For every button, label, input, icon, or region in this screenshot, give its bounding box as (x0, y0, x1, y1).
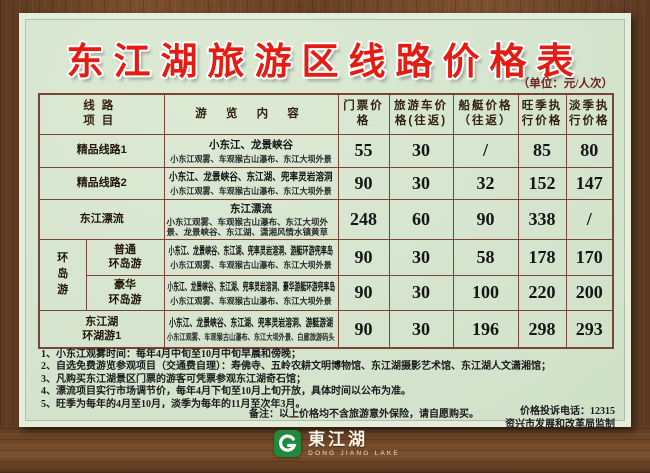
table-row-island-normal: 环岛游 普通 环岛游 小东江、龙景峡谷、东江湖、兜率灵岩溶洞、游艇环游兜率岛 小… (38, 238, 614, 311)
footnote-4: 4、漂流项目实行市场调节价，每年4月下旬至10月上旬开放，具体时间以公布为准。 (41, 386, 411, 398)
tour-content-cell: 东江漂流 小东江观雾、车观猴古山瀑布、东江大坝外景、龙景峡谷、东江湖、潇湘风情水… (163, 198, 339, 240)
peak-price-cell: 298 (517, 309, 567, 349)
ticket-price-cell: 55 (337, 133, 390, 168)
contact-block: 价格投诉电话：12315 资兴市发展和改革局监制 (505, 405, 615, 431)
tour-content-cell: 小东江、龙景峡谷、东江湖、兜率灵岩溶洞、豪华游艇环游兜率岛 小东江观雾、车观猴古… (163, 274, 339, 311)
logo-name-en: DONG JIANG LAKE (308, 449, 400, 457)
column-header-offseason: 淡季执行价格 (565, 93, 614, 135)
peak-price-cell: 178 (517, 238, 567, 276)
boat-price-cell: 90 (452, 198, 519, 240)
boat-price-cell: 100 (452, 274, 519, 311)
remark-text: 备注：以上价格均不含旅游意外保险，请自愿购买。 (249, 409, 479, 420)
peak-price-cell: 85 (517, 133, 567, 168)
offseason-price-cell: 80 (565, 133, 614, 168)
ticket-price-cell: 90 (337, 166, 390, 200)
content-main: 小东江、龙景峡谷、东江湖、兜率灵岩溶洞、豪华游艇环游兜率岛 (167, 280, 335, 293)
offseason-price-cell: 170 (565, 238, 614, 276)
content-sub: 小东江观雾、车观猴古山瀑布、东江大坝外景 (170, 295, 332, 306)
footnote-2: 2、自选免费游览参观项目（交通费自理）：寿佛寺、五岭农耕文明博物馆、东江湖摄影艺… (41, 361, 551, 373)
footnote-1: 1、小东江观雾时间：每年4月中旬至10月中旬早晨和傍晚； (41, 349, 301, 360)
content-sub: 小东江观雾、车观猴古山瀑布、东江大坝外景 (170, 186, 332, 196)
logo-text-block: 東江湖 DONG JIANG LAKE (308, 431, 400, 457)
supervisor-text: 资兴市发展和改革局监制 (505, 419, 615, 430)
bottom-info-row: 备注：以上价格均不含旅游意外保险，请自愿购买。 价格投诉电话：12315 资兴市… (249, 405, 615, 431)
unit-note: （单位：元/人次） (517, 78, 613, 90)
column-header-content: 游 览 内 容 (163, 93, 339, 135)
offseason-price-cell: 293 (565, 309, 614, 349)
offseason-price-cell: 200 (565, 274, 614, 311)
route-label: 精品线路2 (38, 166, 165, 200)
table-row-route2: 精品线路2 小东江、龙景峡谷、东江湖、兜率灵岩溶洞 小东江观雾、车观猴古山瀑布、… (38, 166, 614, 200)
peak-price-cell: 220 (517, 274, 567, 311)
complaint-phone: 价格投诉电话：12315 (520, 406, 615, 417)
content-main: 小东江、龙景峡谷、东江湖、兜率灵岩溶洞、游艇环游兜率岛 (168, 245, 334, 258)
offseason-price-cell: 147 (565, 166, 614, 200)
bus-price-cell: 30 (388, 133, 454, 168)
footnotes: 1、小东江观雾时间：每年4月中旬至10月中旬早晨和傍晚； 2、自选免费游览参观项… (41, 349, 613, 411)
page-title: 东江湖旅游区线路价格表 (66, 41, 584, 82)
peak-price-cell: 152 (517, 166, 567, 200)
route-label: 豪华 环岛游 (85, 274, 165, 311)
footnote-3: 3、凡购买东江湖景区门票的游客可凭票参观东江湖奇石馆； (41, 373, 306, 385)
table-row-island-luxury: 豪华 环岛游 小东江、龙景峡谷、东江湖、兜率灵岩溶洞、豪华游艇环游兜率岛 小东江… (39, 274, 614, 311)
bus-price-cell: 30 (388, 238, 454, 276)
ticket-price-cell: 90 (337, 238, 390, 276)
table-row-route1: 精品线路1 小东江、龙景峡谷 小东江观雾、车观猴古山瀑布、东江大坝外景 55 3… (38, 133, 614, 168)
table-row-rafting: 东江漂流 东江漂流 小东江观雾、车观猴古山瀑布、东江大坝外景、龙景峡谷、东江湖、… (38, 198, 614, 240)
column-header-bus: 旅游车价格(往返) (388, 93, 454, 135)
route-label: 东江漂流 (38, 198, 165, 240)
dongjianglake-logo: 東江湖 DONG JIANG LAKE (274, 430, 400, 457)
table-header-row: 线路项目 游 览 内 容 门票价格 旅游车价格(往返) 船艇价格（往返） 旺季执… (38, 93, 614, 135)
route-group-label: 环岛游 (38, 238, 87, 311)
content-main: 小东江、龙景峡谷、东江湖、兜率灵岩溶洞、游艇游湖 (169, 317, 333, 329)
logo-name-cn: 東江湖 (308, 429, 369, 449)
content-main: 东江漂流 (230, 202, 272, 215)
ticket-price-cell: 90 (337, 309, 390, 349)
content-sub: 小东江观雾、车观猴古山瀑布、东江大坝外景 (170, 260, 332, 271)
sign-board: 东江湖旅游区线路价格表 （单位：元/人次） 线路项目 游 览 内 容 门票价格 … (19, 13, 631, 430)
boat-price-cell: 32 (452, 166, 519, 200)
wood-frame-bottom (0, 426, 650, 473)
content-main: 小东江、龙景峡谷 (209, 138, 293, 151)
column-header-boat: 船艇价格（往返） (452, 93, 519, 135)
tour-content-cell: 小东江、龙景峡谷、东江湖、兜率灵岩溶洞 小东江观雾、车观猴古山瀑布、东江大坝外景 (163, 166, 339, 200)
bus-price-cell: 30 (388, 309, 454, 349)
table-row-lake-tour: 东江湖 环湖游1 小东江、龙景峡谷、东江湖、兜率灵岩溶洞、游艇游湖 小东江观雾、… (38, 309, 614, 349)
lake-swirl-icon (274, 430, 302, 457)
boat-price-cell: 196 (452, 309, 519, 349)
content-sub: 小东江观雾、车观猴古山瀑布、东江大坝外景、白廊旅游码头 (167, 332, 335, 342)
boat-price-cell: 58 (452, 238, 519, 276)
bus-price-cell: 30 (388, 166, 454, 200)
tour-content-cell: 小东江、龙景峡谷、东江湖、兜率灵岩溶洞、游艇环游兜率岛 小东江观雾、车观猴古山瀑… (163, 238, 339, 276)
content-main: 小东江、龙景峡谷、东江湖、兜率灵岩溶洞 (169, 171, 333, 183)
ticket-price-cell: 248 (337, 198, 390, 240)
route-label: 普通 环岛游 (85, 238, 165, 276)
column-header-peak: 旺季执行价格 (517, 93, 567, 135)
tour-content-cell: 小东江、龙景峡谷、东江湖、兜率灵岩溶洞、游艇游湖 小东江观雾、车观猴古山瀑布、东… (163, 309, 339, 349)
route-label: 精品线路1 (38, 133, 165, 168)
column-header-ticket: 门票价格 (337, 93, 390, 135)
peak-price-cell: 338 (517, 198, 567, 240)
route-label: 东江湖 环湖游1 (38, 309, 165, 349)
content-sub: 小东江观雾、车观猴古山瀑布、东江大坝外景 (170, 153, 332, 164)
column-header-route: 线路项目 (38, 93, 165, 135)
ticket-price-cell: 90 (337, 274, 390, 311)
content-sub: 小东江观雾、车观猴古山瀑布、东江大坝外景、龙景峡谷、东江湖、潇湘风情水镇黄草 (166, 216, 329, 238)
tour-content-cell: 小东江、龙景峡谷 小东江观雾、车观猴古山瀑布、东江大坝外景 (163, 133, 339, 168)
bus-price-cell: 60 (388, 198, 454, 240)
offseason-price-cell: / (565, 198, 614, 240)
footnote-5: 5、旺季为每年的4月至10月，淡季为每年的11月至次年3月。 (41, 398, 306, 410)
boat-price-cell: / (452, 133, 519, 168)
bus-price-cell: 30 (388, 274, 454, 311)
price-table: 线路项目 游 览 内 容 门票价格 旅游车价格(往返) 船艇价格（往返） 旺季执… (38, 93, 614, 350)
